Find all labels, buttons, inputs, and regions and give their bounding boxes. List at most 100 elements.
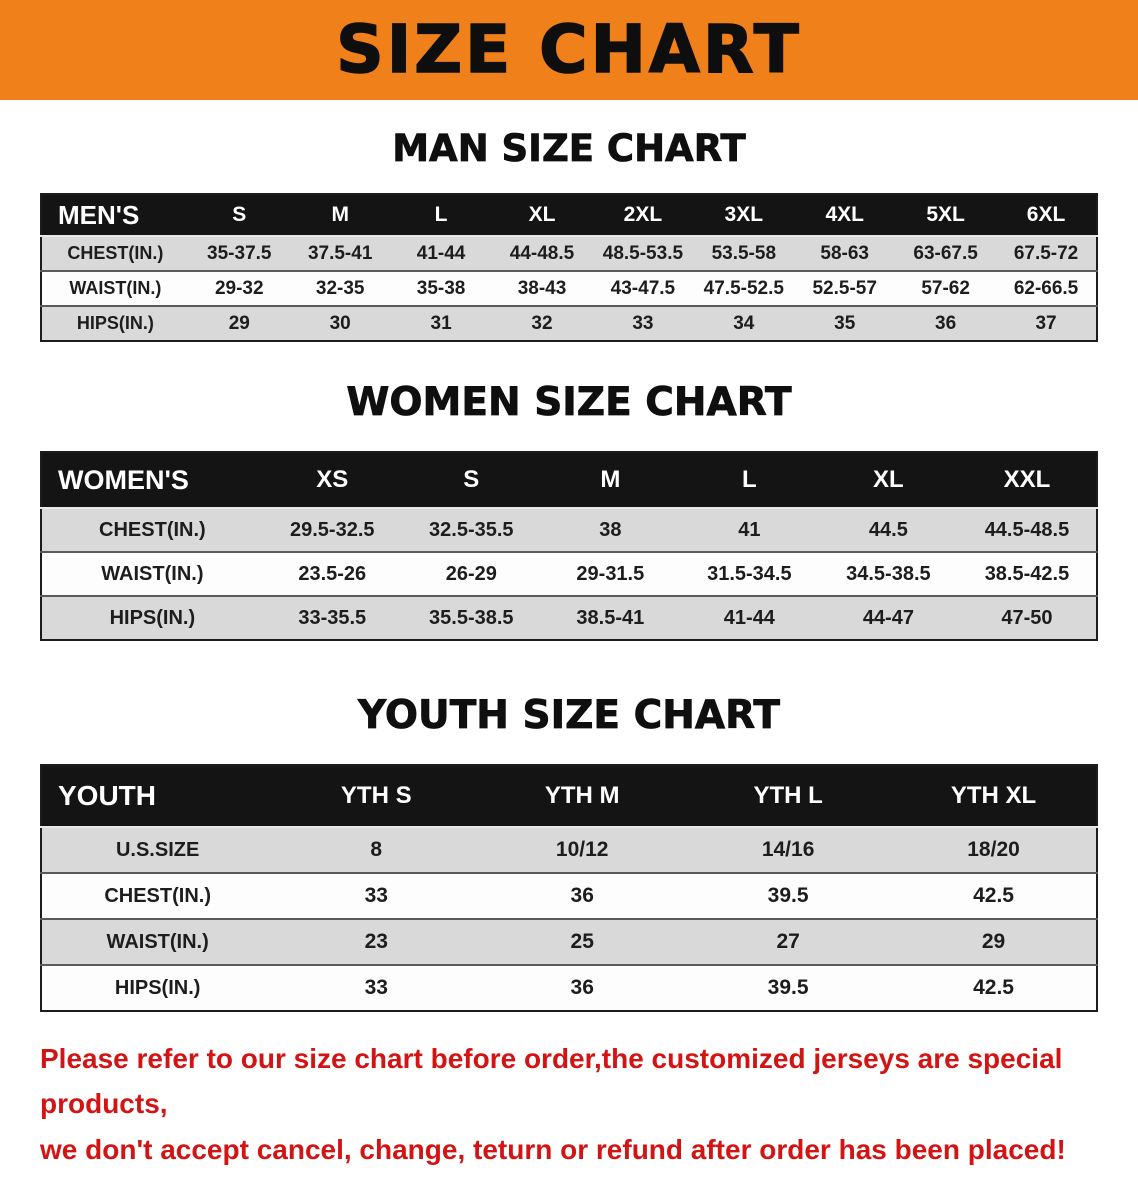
youth-table-row: CHEST(IN.) 33 36 39.5 42.5 [41,872,1097,919]
mens-value-cell: 35-38 [390,270,492,306]
youth-size-table: YOUTH YTH S YTH M YTH L YTH XL U.S.SIZE 8 10/12… [40,764,1098,1012]
womens-value-cell: 35.5-38.5 [401,595,541,640]
womens-column-header: XXL [957,452,1097,509]
womens-column-header: M [540,452,680,509]
notice-line-1: Please refer to our size chart before or… [40,1043,1063,1120]
youth-table-row: U.S.SIZE 8 10/12 14/16 18/20 [41,826,1097,873]
mens-table-row: CHEST(IN.) 35-37.5 37.5-41 41-44 44-48.5 48.5… [41,235,1097,271]
mens-value-cell: 43-47.5 [592,270,694,306]
youth-value-cell: 39.5 [685,872,892,919]
womens-value-cell: 44-47 [818,595,958,640]
mens-value-cell: 29-32 [188,270,290,306]
womens-value-cell: 38 [540,507,680,552]
womens-row-label: HIPS(IN.) [41,595,263,640]
youth-row-label: WAIST(IN.) [41,918,274,965]
youth-column-header: YTH S [273,765,480,828]
mens-value-cell: 29 [188,305,290,341]
womens-row-label: WAIST(IN.) [41,551,263,596]
womens-value-cell: 47-50 [957,595,1097,640]
mens-value-cell: 67.5-72 [996,235,1097,271]
youth-value-cell: 14/16 [685,826,892,873]
youth-value-cell: 33 [273,964,480,1011]
mens-value-cell: 37.5-41 [289,235,391,271]
mens-column-header: 4XL [794,194,896,237]
mens-column-header: S [188,194,290,237]
youth-row-label: CHEST(IN.) [41,872,274,919]
women-section: WOMEN SIZE CHART WOMEN'S XS S M L XL XXL CHEST(… [0,380,1138,641]
womens-table-row: CHEST(IN.) 29.5-32.5 32.5-35.5 38 41 44.5 44.5… [41,507,1097,552]
womens-value-cell: 33-35.5 [262,595,402,640]
mens-value-cell: 37 [996,305,1097,341]
banner-title: SIZE CHART [335,11,802,88]
youth-size-table-wrap: YOUTH YTH S YTH M YTH L YTH XL U.S.SIZE 8 10/12… [40,764,1098,1012]
notice-line-2: we don't accept cancel, change, teturn o… [40,1133,1066,1165]
mens-value-cell: 58-63 [794,235,896,271]
mens-table-row: HIPS(IN.) 29 30 31 32 33 34 35 36 37 [41,305,1097,341]
youth-table-row: WAIST(IN.) 23 25 27 29 [41,918,1097,965]
womens-size-table: WOMEN'S XS S M L XL XXL CHEST(IN.) 29.5-32.5 32.5… [40,451,1098,641]
mens-row-label: CHEST(IN.) [41,235,189,271]
youth-row-label: U.S.SIZE [41,826,274,873]
youth-value-cell: 39.5 [685,964,892,1011]
women-section-heading: WOMEN SIZE CHART [346,380,792,426]
womens-value-cell: 32.5-35.5 [401,507,541,552]
mens-column-header: 5XL [895,194,997,237]
mens-value-cell: 30 [289,305,391,341]
youth-value-cell: 18/20 [891,826,1097,873]
mens-value-cell: 48.5-53.5 [592,235,694,271]
mens-value-cell: 35-37.5 [188,235,290,271]
mens-value-cell: 31 [390,305,492,341]
mens-column-header: M [289,194,391,237]
mens-value-cell: 34 [693,305,795,341]
mens-value-cell: 47.5-52.5 [693,270,795,306]
men-section-heading: MAN SIZE CHART [392,127,746,171]
mens-row-label: HIPS(IN.) [41,305,189,341]
youth-value-cell: 29 [891,918,1097,965]
youth-value-cell: 10/12 [479,826,686,873]
womens-value-cell: 26-29 [401,551,541,596]
youth-value-cell: 23 [273,918,480,965]
mens-value-cell: 41-44 [390,235,492,271]
youth-value-cell: 42.5 [891,872,1097,919]
womens-row-label: CHEST(IN.) [41,507,263,552]
youth-value-cell: 27 [685,918,892,965]
youth-header-label: YOUTH [41,765,274,828]
youth-column-header: YTH L [685,765,892,828]
womens-value-cell: 44.5 [818,507,958,552]
womens-value-cell: 41-44 [679,595,819,640]
womens-value-cell: 29.5-32.5 [262,507,402,552]
mens-row-label: WAIST(IN.) [41,270,189,306]
womens-header-label: WOMEN'S [41,452,263,509]
youth-value-cell: 36 [479,872,686,919]
mens-value-cell: 38-43 [491,270,593,306]
youth-column-header: YTH XL [891,765,1097,828]
mens-size-table: MEN'S S M L XL 2XL 3XL 4XL 5XL 6XL CHEST(IN.) 35-37… [40,193,1098,342]
mens-column-header: XL [491,194,593,237]
youth-value-cell: 36 [479,964,686,1011]
mens-value-cell: 57-62 [895,270,997,306]
mens-value-cell: 32-35 [289,270,391,306]
mens-value-cell: 44-48.5 [491,235,593,271]
mens-column-header: 2XL [592,194,694,237]
women-size-table-wrap: WOMEN'S XS S M L XL XXL CHEST(IN.) 29.5-32.5 32.5… [40,451,1098,641]
womens-header-row: WOMEN'S XS S M L XL XXL [41,452,1097,509]
womens-column-header: XL [818,452,958,509]
mens-value-cell: 62-66.5 [996,270,1097,306]
men-section: MAN SIZE CHART MEN'S S M L XL 2XL 3XL 4XL 5XL 6XL… [0,127,1138,342]
mens-column-header: L [390,194,492,237]
youth-section-heading: YOUTH SIZE CHART [358,693,781,739]
mens-value-cell: 36 [895,305,997,341]
mens-value-cell: 53.5-58 [693,235,795,271]
youth-value-cell: 25 [479,918,686,965]
mens-value-cell: 63-67.5 [895,235,997,271]
womens-value-cell: 29-31.5 [540,551,680,596]
mens-value-cell: 35 [794,305,896,341]
mens-value-cell: 32 [491,305,593,341]
youth-row-label: HIPS(IN.) [41,964,274,1011]
mens-column-header: 6XL [996,194,1097,237]
banner: SIZE CHART [0,0,1138,100]
youth-value-cell: 8 [273,826,480,873]
womens-table-row: WAIST(IN.) 23.5-26 26-29 29-31.5 31.5-34.5 34… [41,551,1097,596]
youth-section: YOUTH SIZE CHART YOUTH YTH S YTH M YTH L YTH… [0,693,1138,1012]
